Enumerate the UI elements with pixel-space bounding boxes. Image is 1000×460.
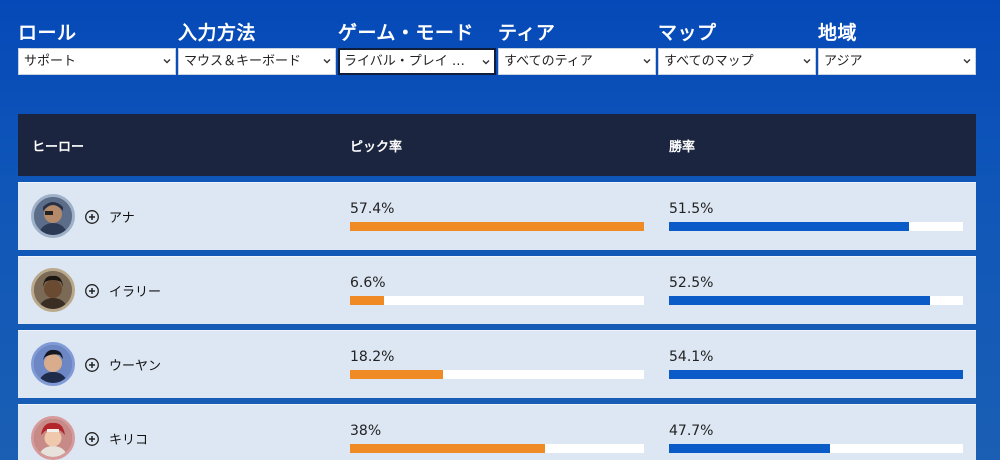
table-row: ウーヤン 18.2% 54.1% bbox=[18, 330, 976, 398]
column-header-pick-rate[interactable]: ピック率 bbox=[350, 140, 403, 155]
win-rate-bar bbox=[669, 444, 963, 453]
tier-select-value: すべてのティア bbox=[504, 54, 593, 69]
column-header-hero[interactable]: ヒーロー bbox=[32, 140, 85, 155]
filter-map: マップ すべてのマップ bbox=[658, 20, 816, 75]
win-rate-bar-fill bbox=[669, 444, 830, 453]
win-rate-bar bbox=[669, 370, 963, 379]
pick-rate-bar-fill bbox=[350, 222, 644, 231]
hero-avatar bbox=[31, 268, 75, 312]
hero-name[interactable]: アナ bbox=[109, 211, 135, 226]
role-select[interactable]: サポート bbox=[18, 48, 176, 75]
filter-tier: ティア すべてのティア bbox=[498, 20, 656, 75]
win-rate-value: 54.1% bbox=[669, 349, 714, 365]
hero-avatar bbox=[31, 342, 75, 386]
win-rate-bar-fill bbox=[669, 370, 963, 379]
filter-bar: ロール サポート 入力方法 マウス＆キーボード ゲーム・モード ライバル・プレイ… bbox=[18, 20, 978, 80]
filter-game-mode-label: ゲーム・モード bbox=[338, 22, 474, 44]
region-select[interactable]: アジア bbox=[818, 48, 976, 75]
hero-avatar bbox=[31, 416, 75, 460]
pick-rate-bar bbox=[350, 370, 644, 379]
win-rate-value: 47.7% bbox=[669, 423, 714, 439]
add-hero-icon[interactable] bbox=[85, 210, 99, 224]
pick-rate-value: 18.2% bbox=[350, 349, 395, 365]
game-mode-select-value: ライバル・プレイ … bbox=[344, 54, 465, 69]
filter-game-mode: ゲーム・モード ライバル・プレイ … bbox=[338, 20, 496, 75]
hero-name[interactable]: イラリー bbox=[109, 285, 162, 300]
win-rate-bar bbox=[669, 222, 963, 231]
hero-portrait-icon bbox=[34, 345, 72, 383]
win-rate-bar-fill bbox=[669, 296, 930, 305]
win-rate-value: 52.5% bbox=[669, 275, 714, 291]
pick-rate-value: 57.4% bbox=[350, 201, 395, 217]
chevron-down-icon bbox=[482, 60, 490, 65]
table-row: キリコ 38% 47.7% bbox=[18, 404, 976, 460]
pick-rate-value: 38% bbox=[350, 423, 382, 439]
column-header-win-rate[interactable]: 勝率 bbox=[669, 140, 696, 155]
win-rate-value: 51.5% bbox=[669, 201, 714, 217]
chevron-down-icon bbox=[643, 59, 651, 64]
filter-region-label: 地域 bbox=[818, 22, 858, 44]
filter-role: ロール サポート bbox=[18, 20, 176, 75]
input-method-select-value: マウス＆キーボード bbox=[184, 54, 302, 69]
map-select[interactable]: すべてのマップ bbox=[658, 48, 816, 75]
filter-region: 地域 アジア bbox=[818, 20, 976, 75]
pick-rate-bar-fill bbox=[350, 296, 384, 305]
pick-rate-value: 6.6% bbox=[350, 275, 386, 291]
map-select-value: すべてのマップ bbox=[664, 54, 754, 69]
filter-role-label: ロール bbox=[18, 22, 77, 44]
hero-portrait-icon bbox=[34, 419, 72, 457]
pick-rate-bar bbox=[350, 296, 644, 305]
chevron-down-icon bbox=[963, 59, 971, 64]
region-select-value: アジア bbox=[824, 54, 863, 69]
table-row: イラリー 6.6% 52.5% bbox=[18, 256, 976, 324]
chevron-down-icon bbox=[803, 59, 811, 64]
filter-input: 入力方法 マウス＆キーボード bbox=[178, 20, 336, 75]
pick-rate-bar-fill bbox=[350, 444, 545, 453]
input-method-select[interactable]: マウス＆キーボード bbox=[178, 48, 336, 75]
tier-select[interactable]: すべてのティア bbox=[498, 48, 656, 75]
game-mode-select[interactable]: ライバル・プレイ … bbox=[338, 48, 496, 75]
pick-rate-bar-fill bbox=[350, 370, 444, 379]
win-rate-bar bbox=[669, 296, 963, 305]
hero-portrait-icon bbox=[34, 197, 72, 235]
hero-portrait-icon bbox=[34, 271, 72, 309]
hero-name[interactable]: キリコ bbox=[109, 433, 149, 448]
chevron-down-icon bbox=[163, 59, 171, 64]
hero-name[interactable]: ウーヤン bbox=[109, 359, 162, 374]
add-hero-icon[interactable] bbox=[85, 432, 99, 446]
chevron-down-icon bbox=[323, 59, 331, 64]
pick-rate-bar bbox=[350, 444, 644, 453]
role-select-value: サポート bbox=[24, 54, 77, 69]
pick-rate-bar bbox=[350, 222, 644, 231]
filter-input-label: 入力方法 bbox=[178, 22, 257, 44]
hero-stats-table: ヒーロー ピック率 勝率 アナ 57.4% 51.5% bbox=[18, 114, 976, 460]
table-row: アナ 57.4% 51.5% bbox=[18, 182, 976, 250]
filter-tier-label: ティア bbox=[498, 22, 556, 44]
filter-map-label: マップ bbox=[658, 22, 717, 44]
win-rate-bar-fill bbox=[669, 222, 909, 231]
add-hero-icon[interactable] bbox=[85, 284, 99, 298]
add-hero-icon[interactable] bbox=[85, 358, 99, 372]
table-header: ヒーロー ピック率 勝率 bbox=[18, 114, 976, 176]
hero-avatar bbox=[31, 194, 75, 238]
